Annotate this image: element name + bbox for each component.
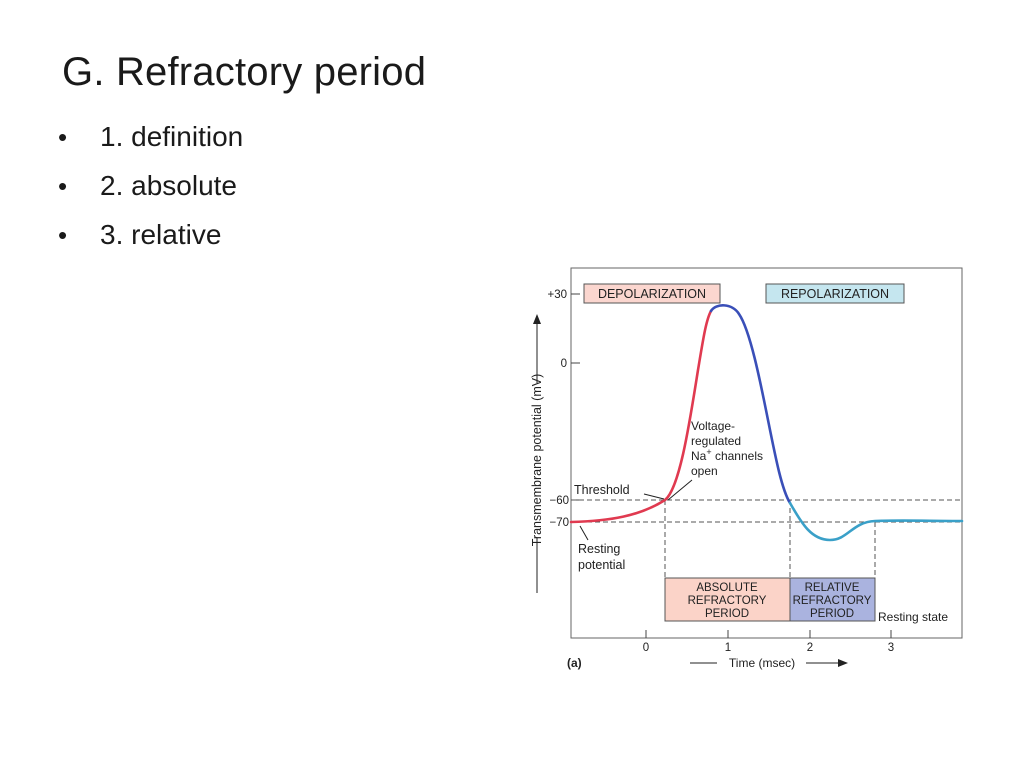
depolarization-label: DEPOLARIZATION [598, 287, 706, 301]
resting-potential-line2: potential [578, 558, 625, 572]
y-tick-label-plus30: +30 [547, 289, 567, 301]
voltage-note-line4: open [691, 464, 718, 478]
action-potential-figure: +30 0 −60 −70 0 1 2 3 Transmembrane pote… [530, 267, 964, 670]
absolute-refractory-line3: PERIOD [705, 608, 749, 620]
plot-frame [570, 267, 963, 639]
absolute-refractory-line1: ABSOLUTE [696, 582, 758, 594]
y-tick-label-minus60: −60 [549, 495, 569, 507]
bullet-marker: • [58, 220, 68, 250]
x-tick-label-1: 1 [725, 642, 731, 654]
bullet-marker: • [58, 171, 68, 201]
absolute-refractory-box [664, 577, 791, 622]
x-axis-label: Time (msec) [729, 656, 795, 670]
y-axis-arrow-head [533, 314, 541, 324]
bullet-text: 1. definition [100, 121, 244, 152]
bullet-item-definition: • 1. definition [58, 118, 243, 167]
repolarization-box [765, 283, 905, 304]
slide-title: G. Refractory period [62, 50, 427, 94]
resting-pointer [579, 525, 589, 541]
bullet-text: 3. relative [100, 219, 222, 250]
resting-state-label: Resting state [878, 610, 948, 624]
bullet-list: • 1. definition • 2. absolute • 3. relat… [58, 118, 243, 265]
voltage-note-line1: Voltage- [691, 419, 735, 433]
depolarization-curve [569, 309, 713, 524]
x-tick-label-0: 0 [643, 642, 649, 654]
x-tick-label-2: 2 [807, 642, 813, 654]
depolarization-box [583, 283, 721, 304]
resting-potential-line1: Resting [578, 542, 620, 556]
absolute-refractory-line2: REFRACTORY [688, 595, 767, 607]
relative-refractory-line2: REFRACTORY [793, 595, 872, 607]
panel-label: (a) [567, 656, 582, 670]
y-axis-label: Transmembrane potential (mV) [530, 374, 544, 547]
y-tick-label-0: 0 [561, 358, 567, 370]
sodium-symbol: Na [691, 449, 707, 463]
channels-text: channels [712, 449, 763, 463]
voltage-note-pointer [667, 479, 693, 501]
y-tick-label-minus70: −70 [549, 517, 569, 529]
relative-refractory-line3: PERIOD [810, 608, 854, 620]
x-axis-arrow-head [838, 659, 848, 667]
repolarization-label: REPOLARIZATION [781, 287, 889, 301]
threshold-label: Threshold [574, 483, 630, 497]
relative-refractory-line1: RELATIVE [805, 582, 860, 594]
y-axis-label-group: Transmembrane potential (mV) [530, 374, 544, 547]
threshold-pointer [643, 493, 665, 500]
sodium-charge: + [706, 447, 711, 457]
bullet-text: 2. absolute [100, 170, 237, 201]
bullet-marker: • [58, 122, 68, 152]
x-tick-label-3: 3 [888, 642, 894, 654]
voltage-note-line3: Na+ channels [691, 447, 763, 463]
voltage-note-line2: regulated [691, 434, 741, 448]
peak-curve [709, 304, 792, 505]
repolarization-curve [788, 501, 964, 542]
bullet-item-absolute: • 2. absolute [58, 167, 243, 216]
relative-refractory-box [789, 577, 876, 622]
bullet-item-relative: • 3. relative [58, 216, 243, 265]
